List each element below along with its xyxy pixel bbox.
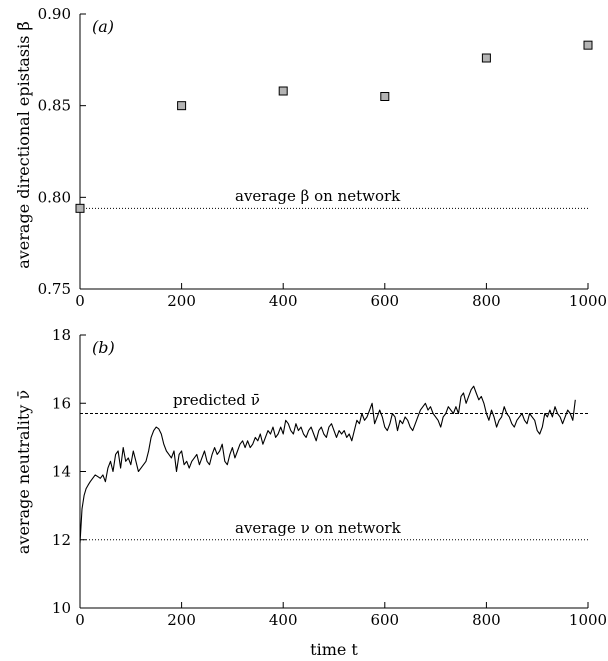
panel-a-y-tick-label: 0.80 (38, 188, 71, 206)
panel-a-reference-label: average β on network (235, 187, 401, 205)
panel-b-label: (b) (92, 338, 115, 357)
panel-b-x-tick-label: 200 (167, 611, 196, 629)
panel-b-x-axis-title: time t (310, 640, 358, 659)
panel-b-x-tick-label: 0 (75, 611, 85, 629)
panel-a-y-tick-label: 0.90 (38, 5, 71, 23)
panel-b-x-tick-label: 800 (472, 611, 501, 629)
panel-b-predicted-label: predicted ν̄ (173, 391, 260, 409)
panel-b-x-tick-label: 400 (269, 611, 298, 629)
panel-b-y-tick-label: 12 (52, 531, 71, 549)
panel-a-x-tick-label: 200 (167, 292, 196, 310)
panel-b-y-tick-label: 10 (52, 599, 71, 617)
panel-a-y-tick-label: 0.85 (38, 97, 71, 115)
panel-a-data-point (75, 203, 85, 213)
panel-b-x-tick-label: 1000 (569, 611, 607, 629)
panel-a-label: (a) (92, 17, 114, 36)
panel-b-reference-label: average ν on network (235, 519, 402, 537)
panel-b: (b) predicted ν̄ average ν on network av… (14, 326, 607, 659)
panel-a-data-point (481, 53, 491, 63)
panel-b-y-tick-label: 14 (52, 463, 71, 481)
panel-a-x-tick-label: 0 (75, 292, 85, 310)
panel-a-x-tick-label: 1000 (569, 292, 607, 310)
panel-a-y-tick-label: 0.75 (38, 280, 71, 298)
panel-a-x-tick-label: 800 (472, 292, 501, 310)
panel-b-x-tick-label: 600 (370, 611, 399, 629)
panel-a: (a) average β on network average directi… (14, 5, 607, 310)
panel-a-data-point (177, 101, 187, 111)
panel-a-data-point (583, 40, 593, 50)
panel-b-y-axis-title: average neutrality ν̄ (14, 390, 33, 554)
panel-a-data-point (278, 86, 288, 96)
panel-a-x-tick-label: 400 (269, 292, 298, 310)
panel-a-data-point (380, 92, 390, 101)
panel-b-series-line (79, 385, 576, 544)
panel-a-x-tick-label: 600 (370, 292, 399, 310)
panel-a-y-axis-title: average directional epistasis β̄ (14, 21, 33, 269)
panel-b-y-tick-label: 18 (52, 326, 71, 344)
panel-b-y-tick-label: 16 (52, 394, 71, 412)
